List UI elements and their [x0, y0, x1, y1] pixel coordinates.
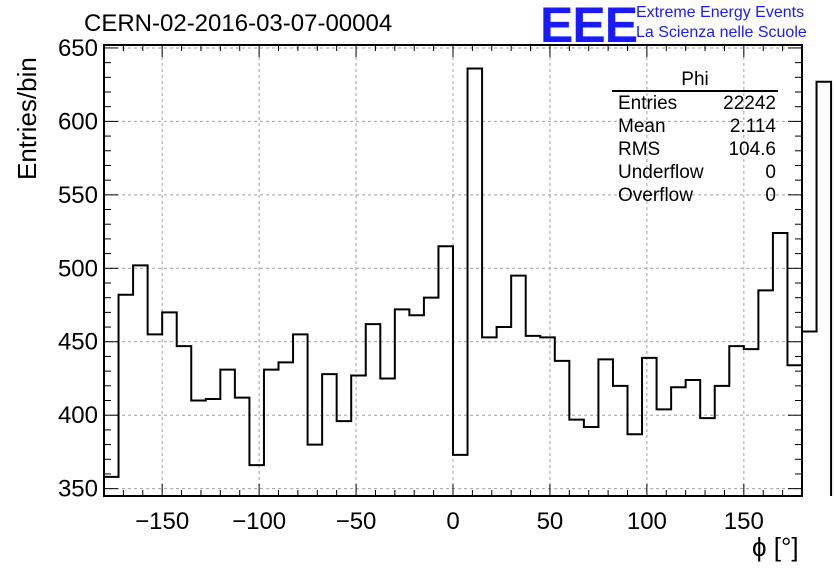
stats-row-overflow: Overflow 0 — [612, 184, 778, 207]
stats-row-mean: Mean 2.114 — [612, 115, 778, 138]
y-tick-label: 550 — [58, 182, 98, 209]
stats-row-entries: Entries 22242 — [612, 92, 778, 115]
tick-labels: −150 −100 −50 0 50 100 150 350 400 450 500 550 600 65… — [58, 35, 764, 535]
x-tick-label: 100 — [627, 508, 667, 535]
stats-value: 0 — [765, 162, 776, 183]
x-tick-label: 0 — [446, 508, 459, 535]
y-tick-label: 650 — [58, 35, 98, 62]
stats-value: 104.6 — [728, 139, 776, 160]
logo-line2: La Scienza nelle Scuole — [636, 24, 807, 41]
y-tick-label: 450 — [58, 329, 98, 356]
y-tick-label: 600 — [58, 108, 98, 135]
chart-title: CERN-02-2016-03-07-00004 — [84, 10, 393, 37]
stats-label: Overflow — [618, 185, 693, 206]
stats-box: Phi Entries 22242 Mean 2.114 RMS 104.6 U… — [612, 70, 778, 207]
x-axis-label: ϕ [°] — [752, 532, 799, 562]
eee-logo: EEE — [540, 0, 638, 53]
stats-label: Entries — [618, 93, 678, 114]
stats-label: Underflow — [618, 162, 704, 183]
y-tick-label: 350 — [58, 476, 98, 503]
x-tick-label: 50 — [537, 508, 564, 535]
stats-value: 22242 — [723, 93, 776, 114]
stats-value: 2.114 — [729, 116, 776, 137]
stats-label: RMS — [618, 139, 661, 160]
stats-row-underflow: Underflow 0 — [612, 161, 778, 184]
y-tick-label: 400 — [58, 402, 98, 429]
y-axis-label: Entries/bin — [12, 57, 42, 180]
stats-row-rms: RMS 104.6 — [612, 138, 778, 161]
histogram-outline — [103, 67, 833, 496]
x-tick-label: 150 — [724, 508, 764, 535]
plot-frame — [103, 44, 803, 497]
y-tick-label: 500 — [58, 255, 98, 282]
stats-label: Mean — [618, 116, 666, 137]
logo-line1: Extreme Energy Events — [636, 4, 805, 21]
x-tick-label: −100 — [232, 508, 286, 535]
x-tick-label: −150 — [135, 508, 189, 535]
stats-title: Phi — [612, 70, 778, 92]
x-tick-label: −50 — [336, 508, 377, 535]
stats-value: 0 — [765, 185, 776, 206]
